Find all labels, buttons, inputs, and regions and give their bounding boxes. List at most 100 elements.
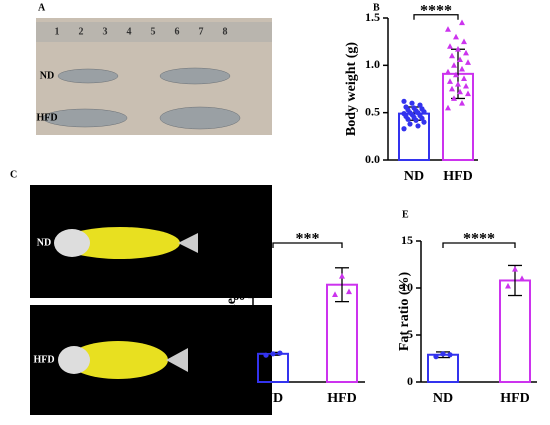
- x-tick-label: HFD: [500, 391, 530, 406]
- fish: [159, 67, 231, 85]
- head: [58, 346, 90, 374]
- y-tick-label: 10: [401, 280, 413, 294]
- data-point: [445, 104, 451, 111]
- data-point: [459, 19, 465, 26]
- ruler-number: 6: [175, 26, 180, 37]
- data-point: [459, 65, 465, 72]
- significance: ***: [296, 231, 320, 248]
- fish: [159, 106, 241, 130]
- significance-bracket: [442, 242, 516, 248]
- y-axis-label: Fat ratio (%): [397, 272, 412, 352]
- data-point: [445, 68, 451, 75]
- data-point: [409, 100, 415, 106]
- y-tick-label: 100: [227, 233, 245, 247]
- data-point: [411, 105, 417, 111]
- x-tick-label: ND: [404, 169, 424, 184]
- data-point: [277, 350, 283, 356]
- fat: [68, 341, 168, 379]
- data-point: [401, 98, 407, 104]
- y-tick-label: 20: [233, 346, 245, 360]
- significance-bracket: [413, 14, 459, 20]
- x-tick-label: ND: [263, 391, 283, 406]
- ruler-number: 1: [55, 26, 60, 37]
- data-point: [433, 354, 439, 360]
- data-point: [512, 266, 518, 272]
- panel-label: E: [402, 209, 409, 220]
- significance: ****: [463, 231, 495, 248]
- data-point: [401, 111, 407, 117]
- fish: [57, 68, 119, 84]
- data-point: [440, 351, 446, 357]
- y-tick-label: 80: [233, 261, 245, 275]
- data-point: [346, 288, 352, 295]
- data-point: [407, 121, 413, 127]
- data-point: [463, 49, 469, 56]
- data-point: [339, 273, 345, 279]
- tail: [166, 348, 188, 372]
- row-label: HFD: [36, 112, 57, 123]
- head: [54, 229, 90, 257]
- data-point: [401, 126, 407, 132]
- ruler-number: 2: [79, 26, 84, 37]
- row-label: ND: [40, 70, 54, 81]
- data-point: [505, 282, 511, 289]
- significance: ****: [420, 2, 452, 19]
- y-tick-label: 1.5: [365, 10, 380, 24]
- data-point: [457, 88, 463, 95]
- y-tick-label: 1.0: [365, 57, 380, 71]
- x-tick-label: ND: [433, 391, 453, 406]
- y-axis-label: Fat volume (mm³): [224, 257, 239, 365]
- fat: [60, 227, 180, 259]
- panel-label: A: [38, 2, 46, 13]
- y-tick-label: 0: [407, 374, 413, 388]
- ruler-number: 3: [103, 26, 108, 37]
- data-point: [465, 90, 471, 97]
- ruler-number: 7: [199, 26, 204, 37]
- y-axis-label: Body weight (g): [344, 42, 359, 136]
- data-point: [445, 26, 451, 32]
- data-point: [457, 56, 463, 63]
- fish: [42, 108, 128, 128]
- y-tick-label: 5: [407, 327, 413, 341]
- ct-fish: [54, 227, 198, 379]
- data-point: [451, 95, 457, 101]
- y-tick-label: 40: [233, 317, 245, 331]
- data-point: [403, 104, 409, 110]
- ruler: [36, 22, 272, 42]
- panel-label: C: [10, 169, 17, 180]
- data-point: [459, 100, 465, 106]
- x-tick-label: HFD: [327, 391, 357, 406]
- data-point: [447, 352, 453, 358]
- y-tick-label: 0.0: [365, 152, 380, 166]
- y-tick-label: 60: [233, 289, 245, 303]
- y-tick-label: 0.5: [365, 104, 380, 118]
- data-point: [463, 82, 469, 89]
- ruler-number: 5: [151, 26, 156, 37]
- row-label: HFD: [33, 354, 54, 365]
- panel-label: D: [233, 209, 240, 220]
- data-point: [417, 102, 423, 108]
- data-point: [415, 123, 421, 129]
- data-point: [453, 71, 459, 78]
- bar: [427, 353, 459, 383]
- y-tick-label: 15: [401, 233, 413, 247]
- panel-label: B: [373, 2, 380, 13]
- x-tick-label: HFD: [443, 169, 473, 184]
- ruler-number: 4: [127, 26, 132, 37]
- data-point: [449, 52, 455, 59]
- significance-bracket: [272, 242, 343, 248]
- data-point: [263, 352, 269, 358]
- data-point: [270, 351, 276, 357]
- data-point: [461, 75, 467, 81]
- data-point: [465, 59, 471, 65]
- data-point: [455, 81, 461, 87]
- data-point: [447, 43, 453, 49]
- data-point: [449, 85, 455, 92]
- row-label: ND: [37, 237, 51, 248]
- data-point: [453, 33, 459, 40]
- y-tick-label: 0: [239, 374, 245, 388]
- ruler-number: 8: [223, 26, 228, 37]
- data-point: [447, 78, 453, 84]
- data-point: [519, 275, 525, 281]
